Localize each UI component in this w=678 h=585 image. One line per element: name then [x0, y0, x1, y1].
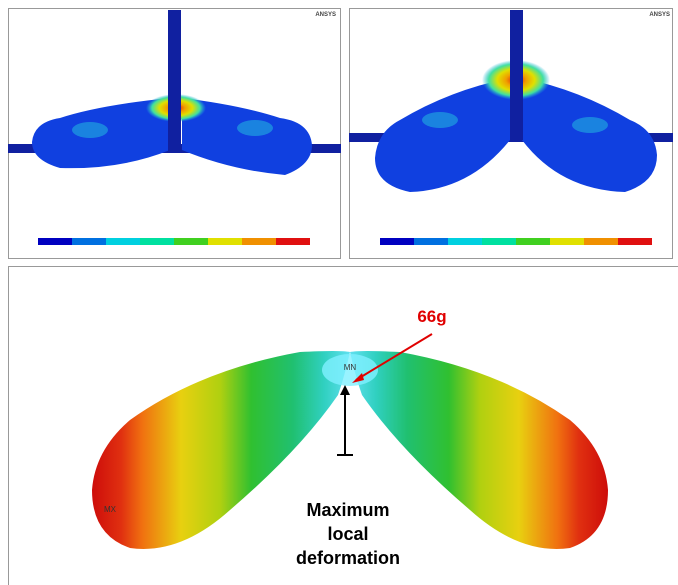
caption-line: local	[327, 524, 368, 544]
color-bar	[38, 238, 310, 245]
color-bar	[380, 238, 652, 245]
panel-main: MN MX 66g Maximum local deformation	[9, 267, 678, 585]
arrow-head	[340, 385, 350, 395]
panel-right: ANSYS	[349, 9, 673, 259]
caption-line: deformation	[296, 548, 400, 568]
max-label: MX	[104, 505, 117, 514]
panel-left: ANSYS	[8, 9, 341, 259]
caption-line: Maximum	[306, 500, 389, 520]
min-label: MN	[344, 363, 357, 372]
watermark: ANSYS	[649, 12, 670, 18]
figure: ANSYS ANSYS	[0, 0, 678, 585]
annotation: 66g	[417, 307, 446, 326]
watermark: ANSYS	[315, 12, 336, 18]
